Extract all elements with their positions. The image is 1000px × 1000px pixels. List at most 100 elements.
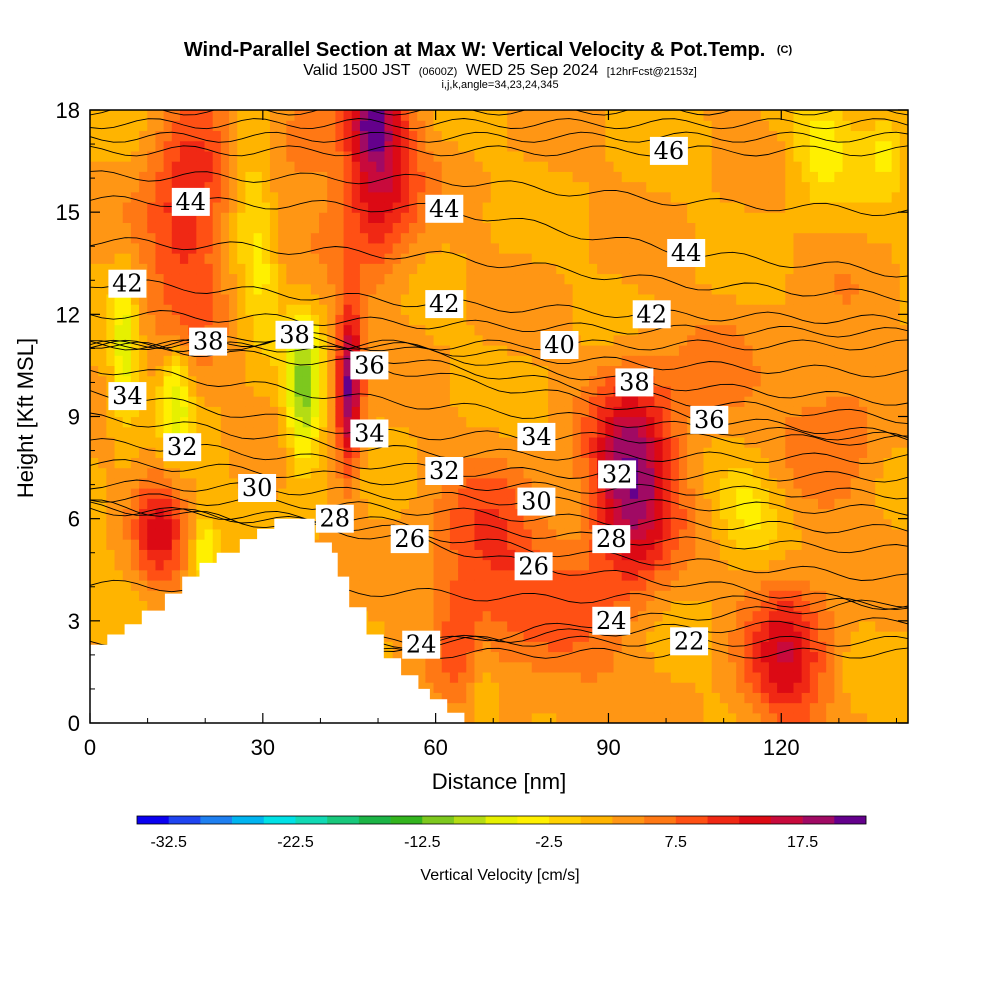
velocity-cell: [90, 569, 99, 581]
velocity-cell: [695, 620, 705, 632]
velocity-cell: [760, 528, 770, 540]
velocity-cell: [212, 171, 222, 183]
velocity-cell: [139, 477, 148, 489]
velocity-cell: [310, 334, 320, 346]
velocity-cell: [220, 426, 230, 438]
velocity-cell: [752, 559, 762, 571]
velocity-cell: [106, 610, 116, 622]
velocity-cell: [98, 559, 107, 571]
velocity-cell: [719, 212, 729, 223]
velocity-cell: [449, 682, 459, 693]
velocity-cell: [621, 273, 631, 285]
velocity-cell: [261, 406, 271, 418]
velocity-cell: [417, 334, 426, 346]
velocity-cell: [507, 120, 516, 132]
velocity-cell: [580, 528, 590, 540]
velocity-cell: [744, 191, 754, 203]
velocity-cell: [728, 344, 737, 356]
velocity-cell: [163, 293, 173, 305]
velocity-cell: [122, 559, 132, 571]
velocity-cell: [327, 201, 336, 213]
velocity-cell: [130, 518, 140, 530]
velocity-cell: [654, 222, 664, 234]
velocity-cell: [310, 232, 320, 244]
velocity-cell: [106, 549, 116, 561]
velocity-cell: [646, 641, 656, 653]
velocity-cell: [179, 426, 189, 438]
velocity-cell: [466, 641, 476, 653]
velocity-cell: [523, 518, 533, 530]
velocity-cell: [351, 263, 361, 275]
velocity-cell: [458, 539, 467, 550]
velocity-cell: [425, 396, 435, 407]
velocity-cell: [728, 661, 737, 673]
velocity-cell: [171, 396, 181, 407]
velocity-cell: [139, 140, 148, 152]
velocity-cell: [588, 181, 598, 193]
velocity-cell: [163, 406, 173, 418]
velocity-cell: [409, 344, 418, 356]
velocity-cell: [711, 610, 721, 622]
velocity-cell: [556, 447, 566, 458]
velocity-cell: [646, 263, 656, 275]
velocity-cell: [286, 273, 296, 285]
velocity-cell: [490, 712, 500, 723]
velocity-cell: [204, 171, 214, 183]
velocity-cell: [728, 212, 737, 223]
velocity-cell: [171, 385, 181, 397]
velocity-cell: [548, 110, 557, 121]
velocity-cell: [752, 641, 762, 653]
velocity-cell: [752, 130, 762, 142]
velocity-cell: [744, 232, 754, 244]
velocity-cell: [695, 324, 705, 336]
velocity-cell: [359, 253, 369, 264]
velocity-cell: [687, 365, 696, 377]
velocity-cell: [744, 651, 754, 663]
velocity-cell: [572, 610, 582, 622]
velocity-cell: [441, 590, 451, 601]
velocity-cell: [482, 161, 492, 172]
velocity-cell: [572, 314, 582, 326]
velocity-cell: [580, 426, 590, 438]
velocity-cell: [515, 600, 525, 612]
subtitle-forecast: [12hrFcst@2153z]: [607, 66, 697, 78]
velocity-cell: [449, 406, 459, 418]
velocity-cell: [155, 528, 165, 540]
velocity-cell: [466, 712, 476, 723]
velocity-cell: [98, 477, 107, 489]
velocity-cell: [695, 120, 705, 132]
velocity-cell: [531, 242, 541, 254]
velocity-cell: [613, 406, 623, 418]
velocity-cell: [163, 467, 173, 479]
velocity-cell: [752, 671, 762, 683]
velocity-cell: [482, 355, 492, 367]
velocity-cell: [114, 201, 124, 213]
velocity-cell: [458, 631, 467, 642]
velocity-cell: [319, 150, 328, 162]
velocity-cell: [229, 436, 238, 448]
velocity-cell: [564, 273, 574, 285]
velocity-cell: [572, 140, 582, 152]
velocity-cell: [474, 191, 484, 203]
velocity-cell: [613, 682, 623, 693]
velocity-cell: [441, 498, 451, 510]
velocity-cell: [744, 344, 754, 356]
velocity-cell: [196, 273, 206, 285]
velocity-cell: [98, 436, 107, 448]
velocity-cell: [719, 150, 729, 162]
velocity-cell: [212, 130, 222, 142]
velocity-cell: [548, 406, 557, 418]
velocity-cell: [229, 253, 238, 264]
velocity-cell: [580, 457, 590, 469]
velocity-cell: [499, 498, 508, 510]
velocity-cell: [556, 150, 566, 162]
velocity-cell: [179, 171, 189, 183]
velocity-cell: [719, 232, 729, 244]
velocity-cell: [417, 191, 426, 203]
velocity-cell: [319, 110, 328, 121]
velocity-cell: [392, 201, 402, 213]
velocity-cell: [662, 263, 672, 275]
velocity-cell: [662, 212, 672, 223]
velocity-cell: [482, 457, 492, 469]
velocity-cell: [409, 436, 418, 448]
